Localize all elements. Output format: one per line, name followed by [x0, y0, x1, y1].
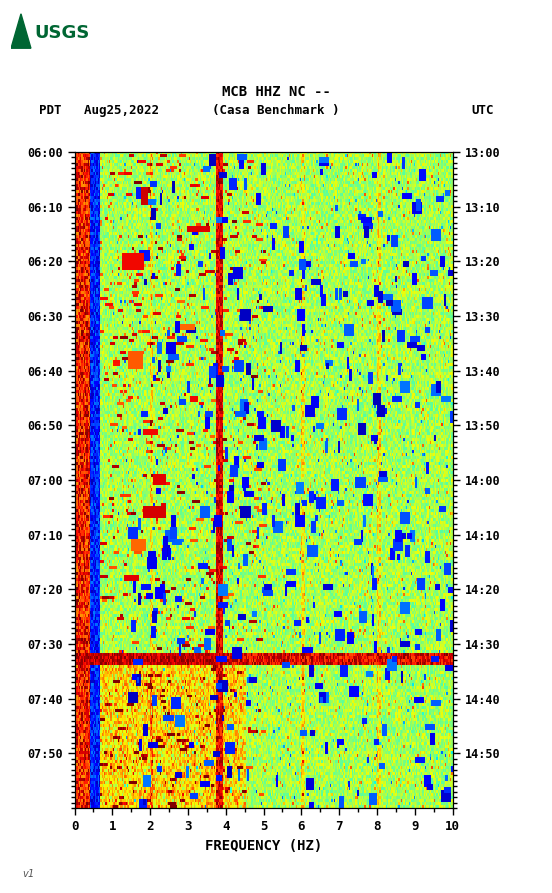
X-axis label: FREQUENCY (HZ): FREQUENCY (HZ)	[205, 839, 322, 853]
Text: (Casa Benchmark ): (Casa Benchmark )	[213, 104, 339, 117]
Text: $v$1: $v$1	[22, 867, 35, 879]
Text: USGS: USGS	[34, 24, 89, 43]
Text: MCB HHZ NC --: MCB HHZ NC --	[221, 85, 331, 99]
Polygon shape	[11, 13, 31, 48]
Text: UTC: UTC	[472, 104, 494, 117]
Text: PDT   Aug25,2022: PDT Aug25,2022	[39, 104, 158, 117]
